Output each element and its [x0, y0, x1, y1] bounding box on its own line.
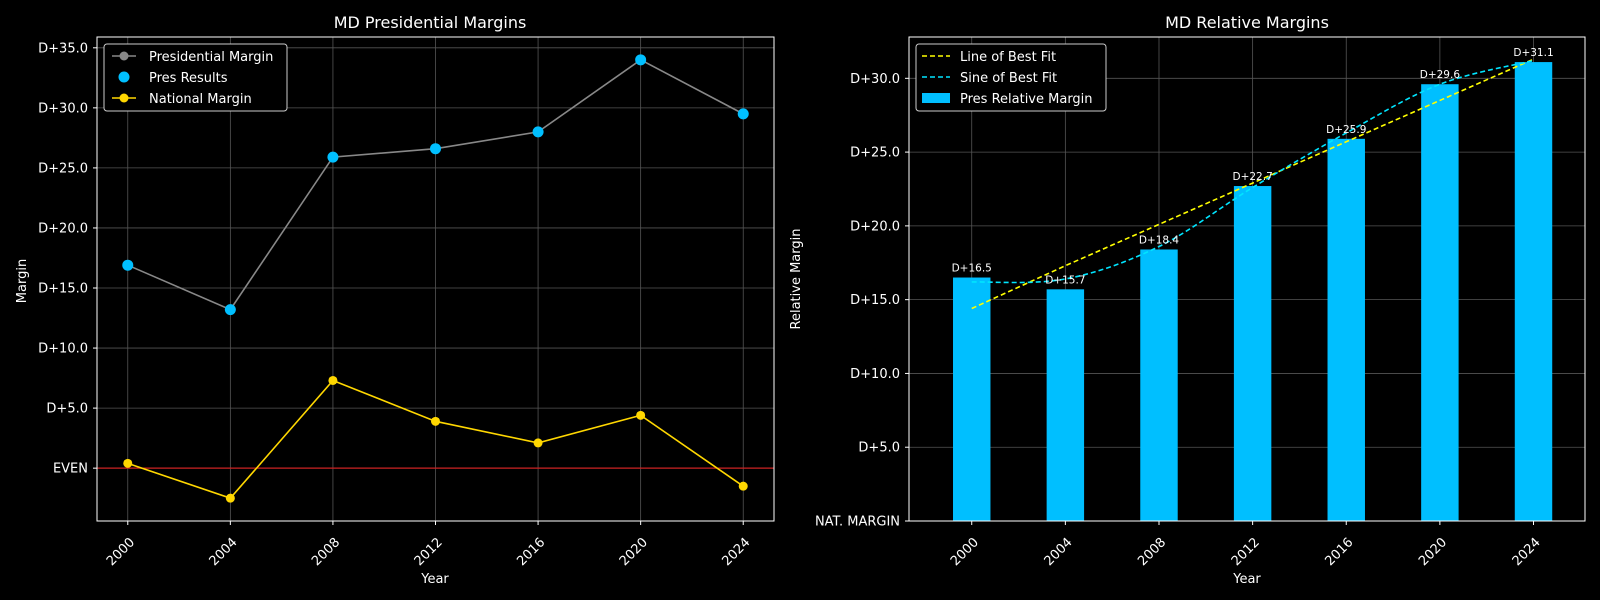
left-ytick-label-7: D+35.0	[38, 41, 88, 56]
right-ytick-label-1: D+5.0	[858, 441, 900, 456]
data-label-2020: D+29.6	[1420, 69, 1461, 81]
data-label-2000: D+16.5	[952, 263, 992, 275]
right-bars-layer	[953, 62, 1553, 522]
left-ytick-label-4: D+20.0	[38, 221, 88, 236]
national-margin-point-2020	[636, 410, 646, 420]
legend-label-national-margin: National Margin	[149, 92, 252, 107]
left-x-axis-label: Year	[420, 572, 449, 587]
left-ytick-label-5: D+25.0	[38, 161, 88, 176]
right-x-axis-label: Year	[1232, 572, 1261, 587]
legend-label-line-of-best-fit: Line of Best Fit	[960, 50, 1056, 65]
line-of-best-fit	[971, 58, 1534, 310]
pres-result-point-2020	[635, 54, 647, 66]
national-margin-point-2008	[328, 375, 338, 385]
national-margin-point-2024	[738, 481, 748, 491]
data-label-2024: D+31.1	[1513, 47, 1553, 59]
right-ytick-label-6: D+30.0	[850, 72, 900, 87]
right-y-axis-label: Relative Margin	[789, 229, 804, 330]
right-ytick-label-3: D+15.0	[850, 293, 900, 308]
data-label-2004: D+15.7	[1045, 274, 1085, 286]
relative-margin-bar-2016	[1327, 138, 1365, 521]
left-ytick-label-1: D+5.0	[46, 402, 88, 417]
right-y-ticks: NAT. MARGIN D+5.0 D+10.0 D+15.0 D+20.0 D+25.0…	[815, 72, 909, 530]
right-ytick-label-2: D+10.0	[850, 367, 900, 382]
left-y-ticks: EVEN D+5.0 D+10.0 D+15.0 D+20.0 D+25.0 D+30.0 D…	[38, 41, 97, 477]
relative-margins-chart: MD Relative Margins D+16.5D+15.7D+18.4D+…	[789, 13, 1586, 587]
legend-swatch-pres-relative-margin	[922, 93, 950, 103]
left-series-layer	[122, 54, 749, 503]
right-ytick-label-5: D+25.0	[850, 146, 900, 161]
pres-result-point-2012	[430, 143, 441, 155]
relative-margin-bar-2000	[953, 277, 991, 521]
pres-result-point-2016	[532, 126, 544, 138]
data-label-2008: D+18.4	[1139, 234, 1180, 246]
relative-margin-bar-2020	[1421, 84, 1459, 521]
left-legend: Presidential Margin Pres Results Nationa…	[103, 43, 288, 112]
legend-dot-presidential-margin	[119, 51, 129, 61]
left-ytick-label-2: D+10.0	[38, 342, 88, 357]
legend-label-presidential-margin: Presidential Margin	[149, 50, 273, 65]
left-y-axis-label: Margin	[15, 259, 30, 303]
pres-result-point-2000	[122, 259, 134, 271]
left-ytick-label-6: D+30.0	[38, 101, 88, 116]
left-chart-title: MD Presidential Margins	[334, 13, 527, 32]
relative-margin-bar-2024	[1514, 62, 1553, 522]
pres-result-point-2004	[224, 304, 236, 316]
legend-label-pres-results: Pres Results	[149, 71, 228, 86]
right-fit-lines-layer	[971, 58, 1534, 310]
national-margin-point-2000	[123, 458, 133, 468]
right-chart-title: MD Relative Margins	[1165, 13, 1329, 32]
pres-result-point-2024	[737, 108, 749, 120]
national-margin-point-2012	[431, 416, 440, 426]
left-ytick-label-0: EVEN	[53, 462, 88, 477]
national-margin-point-2004	[225, 493, 235, 503]
relative-margin-bar-2012	[1233, 186, 1272, 521]
left-ytick-label-3: D+15.0	[38, 282, 88, 297]
legend-label-pres-relative-margin: Pres Relative Margin	[960, 92, 1093, 107]
right-legend-box	[915, 43, 1107, 112]
right-data-labels: D+16.5 D+15.7 D+18.4 D+22.7 D+25.9 D+29.6 D+31…	[952, 47, 1554, 286]
national-margin-point-2016	[533, 438, 543, 448]
legend-dot-pres-results	[118, 71, 130, 83]
right-legend: Line of Best Fit Sine of Best Fit Pres R…	[915, 43, 1107, 112]
right-plot-frame	[908, 36, 1586, 522]
legend-dot-national-margin	[119, 93, 129, 103]
left-legend-box	[103, 43, 288, 112]
relative-margin-bar-2004	[1046, 289, 1085, 521]
pres-result-point-2008	[327, 151, 339, 163]
right-ytick-label-4: D+20.0	[850, 219, 900, 234]
right-ytick-label-0: NAT. MARGIN	[815, 515, 900, 530]
data-label-2012: D+22.7	[1232, 171, 1272, 183]
data-label-2016: D+25.9	[1326, 124, 1366, 136]
legend-label-sine-of-best-fit: Sine of Best Fit	[960, 71, 1057, 86]
relative-margin-bar-2008	[1140, 249, 1178, 522]
